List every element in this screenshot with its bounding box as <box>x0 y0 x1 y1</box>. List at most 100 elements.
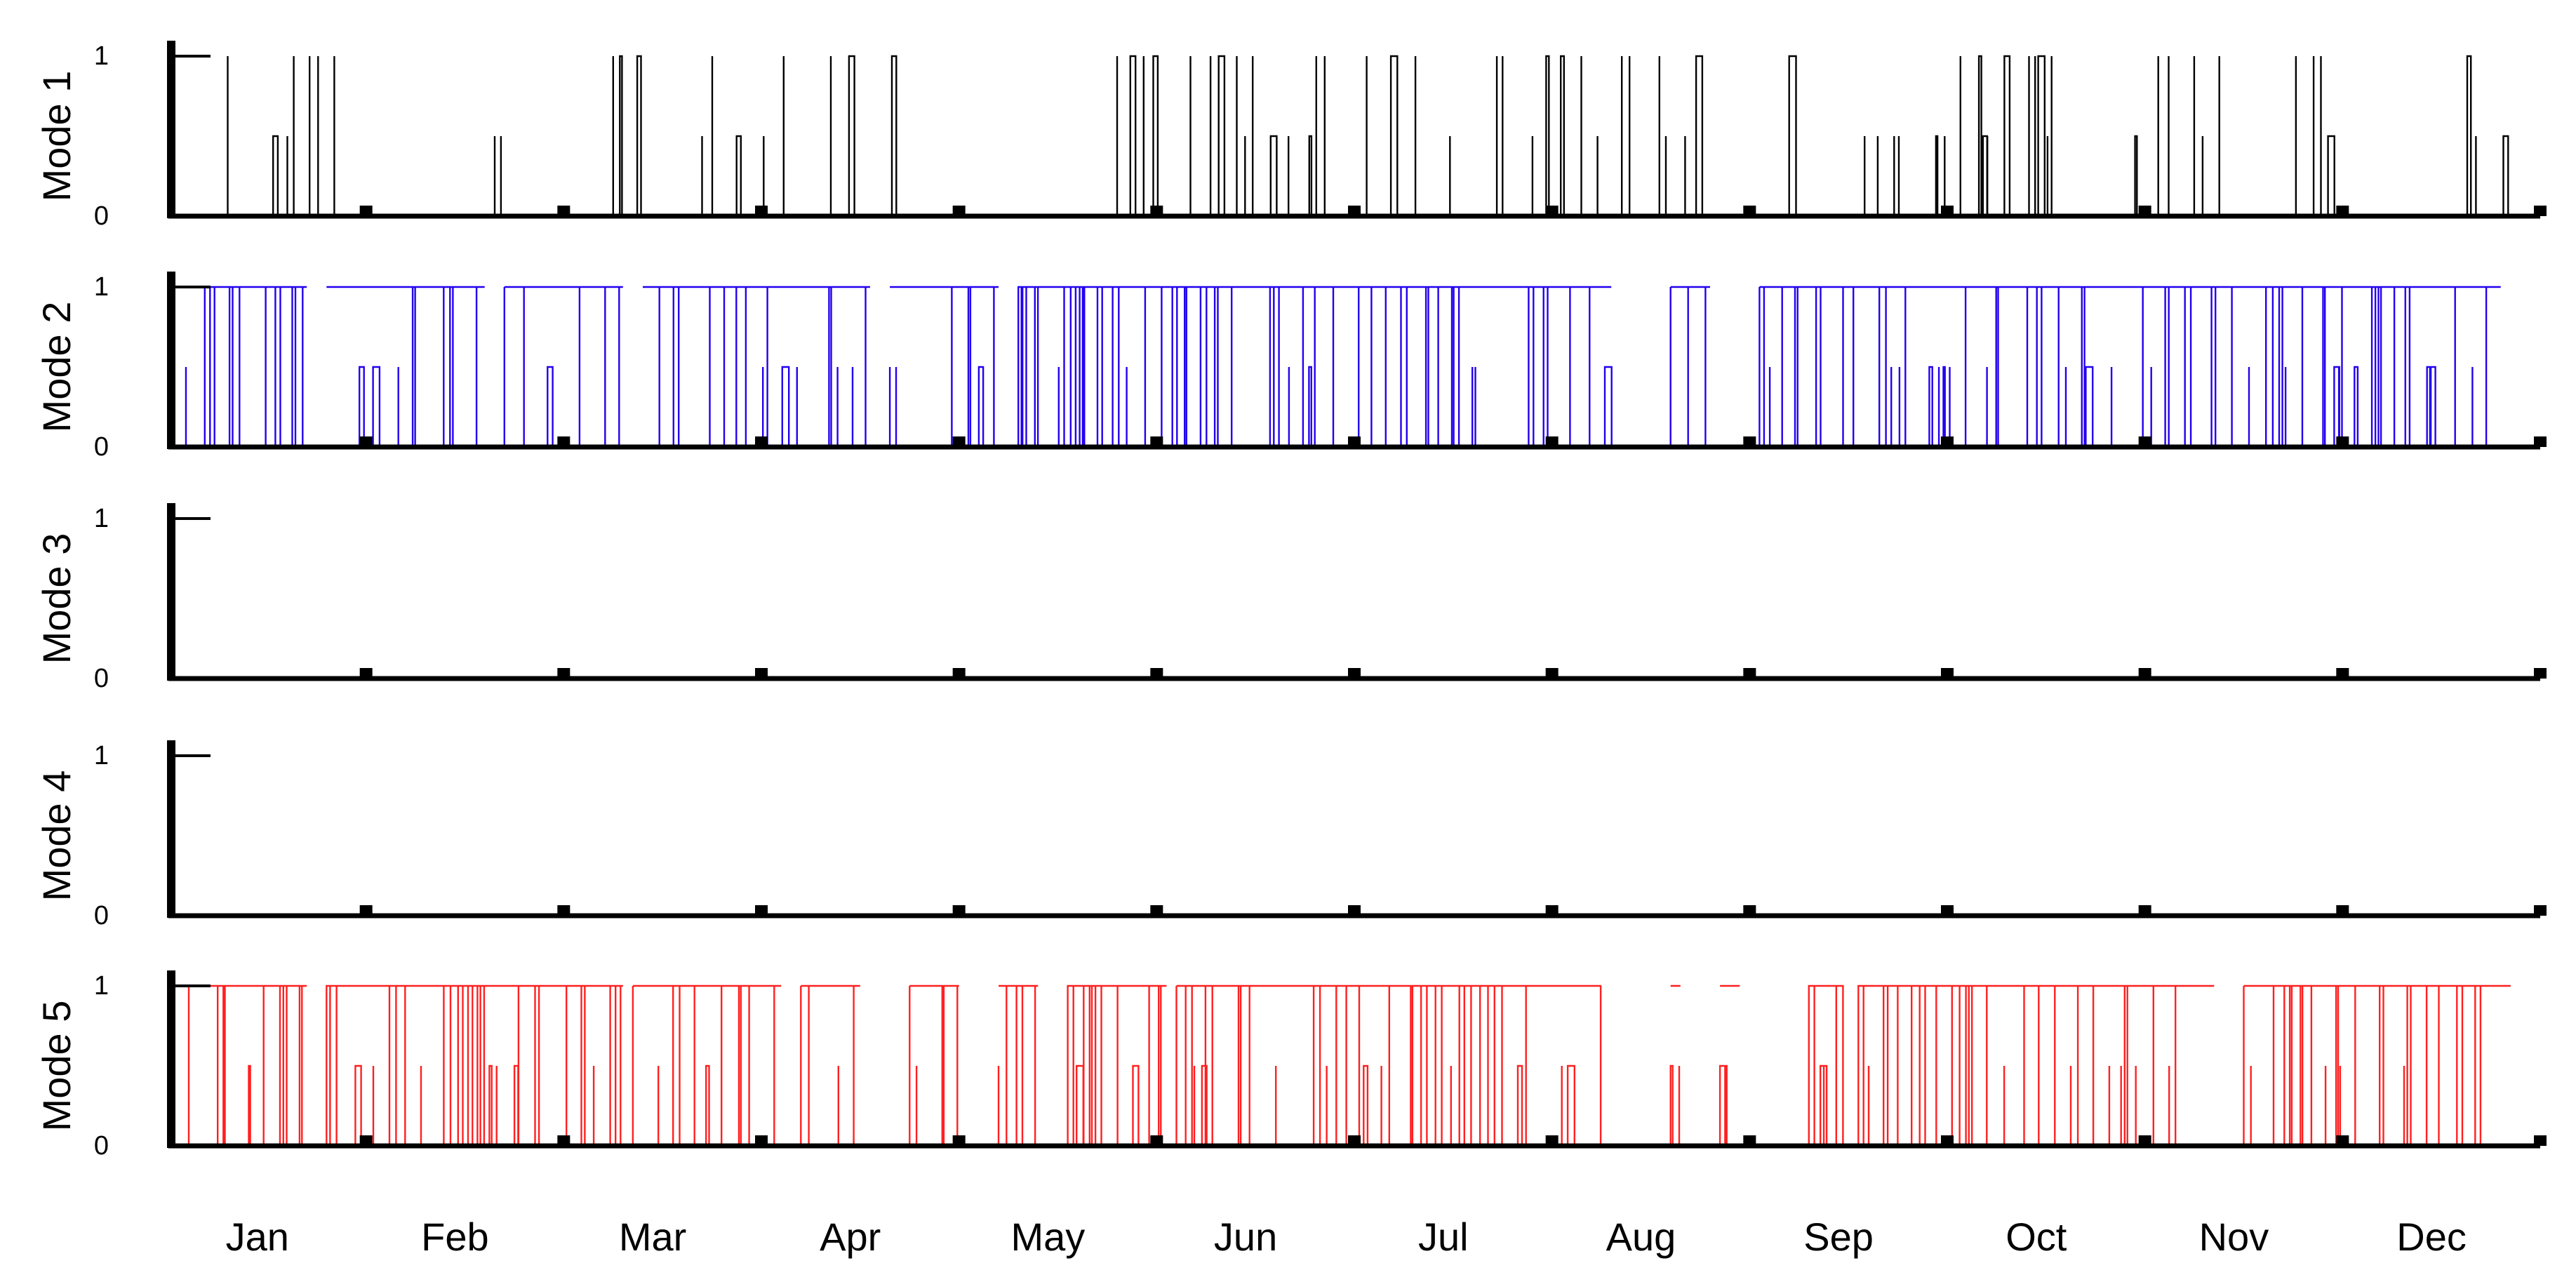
month-tick-mark <box>952 436 966 447</box>
series-5-line <box>168 984 2511 1146</box>
y-axis-label-mode-4: Mode 4 <box>34 770 79 902</box>
month-tick-mark <box>1743 206 1756 216</box>
y-axis-label-mode-5: Mode 5 <box>34 1001 79 1132</box>
month-tick-mark <box>1743 668 1756 679</box>
month-tick-mark <box>1941 668 1954 679</box>
month-label-feb: Feb <box>421 1215 489 1259</box>
series-2-line <box>167 286 2501 447</box>
month-tick-mark <box>2336 436 2349 447</box>
y-tick-0: 0 <box>94 664 109 693</box>
panel-4: Mode 4 0 1 <box>34 740 2547 930</box>
month-label-mar: Mar <box>619 1215 686 1259</box>
month-label-sep: Sep <box>1803 1215 1874 1259</box>
month-tick-mark <box>2138 206 2151 216</box>
y-axis-label-mode-1: Mode 1 <box>34 71 79 202</box>
month-tick-mark <box>2336 668 2349 679</box>
y-tick-1: 1 <box>94 272 109 302</box>
month-label-jul: Jul <box>1418 1215 1469 1259</box>
y-tick-0: 0 <box>94 1131 109 1161</box>
month-tick-mark <box>557 206 570 216</box>
y-tick-0: 0 <box>94 201 109 231</box>
month-label-jan: Jan <box>226 1215 289 1259</box>
month-tick-mark <box>2336 206 2349 216</box>
month-tick-mark <box>2534 668 2547 679</box>
month-label-nov: Nov <box>2199 1215 2269 1259</box>
month-tick-mark <box>2534 206 2547 216</box>
month-tick-mark <box>1743 436 1756 447</box>
y-axis-label-mode-2: Mode 2 <box>34 302 79 433</box>
month-tick-mark <box>1150 436 1163 447</box>
series-2-pulses <box>167 286 2501 447</box>
y-tick-1: 1 <box>94 971 109 1001</box>
month-tick-mark <box>952 1135 966 1146</box>
month-tick-mark <box>952 206 966 216</box>
month-tick-mark <box>755 905 768 916</box>
chart-panels: Mode 1 0 1 Mode 2 0 1 Mode 3 0 1 Mode 4 0 1 Mode 5 0 1 <box>34 41 2547 1161</box>
month-tick-mark <box>1545 668 1559 679</box>
panel-5: Mode 5 0 1 <box>34 970 2547 1161</box>
month-tick-mark <box>1545 436 1559 447</box>
month-tick-mark <box>1545 1135 1559 1146</box>
month-tick-mark <box>359 668 373 679</box>
month-tick-mark <box>557 1135 570 1146</box>
month-tick-mark <box>952 905 966 916</box>
month-tick-mark <box>1348 668 1361 679</box>
month-tick-mark <box>2534 905 2547 916</box>
month-tick-mark <box>755 436 768 447</box>
panel-2: Mode 2 0 1 <box>34 272 2547 462</box>
panel-3: Mode 3 0 1 <box>34 503 2547 693</box>
month-tick-mark <box>359 436 373 447</box>
month-tick-mark <box>2138 905 2151 916</box>
panel-1: Mode 1 0 1 <box>34 41 2547 231</box>
month-tick-mark <box>359 905 373 916</box>
y-tick-1: 1 <box>94 41 109 71</box>
month-tick-mark <box>952 668 966 679</box>
month-tick-mark <box>1348 436 1361 447</box>
month-tick-mark <box>557 905 570 916</box>
month-tick-mark <box>2336 1135 2349 1146</box>
month-tick-mark <box>359 206 373 216</box>
month-tick-mark <box>2336 905 2349 916</box>
month-tick-mark <box>1150 668 1163 679</box>
series-5-pulses <box>168 984 2511 1146</box>
month-tick-mark <box>1743 905 1756 916</box>
y-axis-label-mode-3: Mode 3 <box>34 533 79 665</box>
month-tick-mark <box>359 1135 373 1146</box>
month-tick-mark <box>1348 206 1361 216</box>
series-1-pulses <box>227 55 2509 216</box>
month-tick-mark <box>557 668 570 679</box>
month-tick-mark <box>2534 1135 2547 1146</box>
month-axis-labels: Jan Feb Mar Apr May Jun Jul Aug Sep Oct Nov Dec <box>226 1215 2467 1259</box>
month-tick-mark <box>1941 1135 1954 1146</box>
month-tick-mark <box>2138 436 2151 447</box>
y-tick-0: 0 <box>94 901 109 930</box>
month-tick-mark <box>2138 1135 2151 1146</box>
month-tick-mark <box>1545 206 1559 216</box>
month-tick-mark <box>755 668 768 679</box>
y-tick-1: 1 <box>94 504 109 533</box>
month-tick-mark <box>1743 1135 1756 1146</box>
series-1-line <box>227 55 2509 216</box>
month-tick-mark <box>1150 206 1163 216</box>
y-tick-1: 1 <box>94 741 109 770</box>
month-tick-mark <box>557 436 570 447</box>
month-label-oct: Oct <box>2006 1215 2067 1259</box>
month-tick-mark <box>1941 905 1954 916</box>
month-tick-mark <box>2534 436 2547 447</box>
month-label-jun: Jun <box>1214 1215 1277 1259</box>
month-tick-mark <box>2138 668 2151 679</box>
month-tick-mark <box>1545 905 1559 916</box>
month-tick-mark <box>1348 1135 1361 1146</box>
y-tick-0: 0 <box>94 432 109 462</box>
month-tick-mark <box>1150 1135 1163 1146</box>
month-tick-mark <box>1348 905 1361 916</box>
month-label-may: May <box>1011 1215 1086 1259</box>
month-tick-mark <box>755 206 768 216</box>
month-tick-mark <box>755 1135 768 1146</box>
month-label-apr: Apr <box>820 1215 881 1259</box>
month-label-dec: Dec <box>2396 1215 2467 1259</box>
month-tick-mark <box>1150 905 1163 916</box>
month-tick-mark <box>1941 436 1954 447</box>
month-tick-mark <box>1941 206 1954 216</box>
